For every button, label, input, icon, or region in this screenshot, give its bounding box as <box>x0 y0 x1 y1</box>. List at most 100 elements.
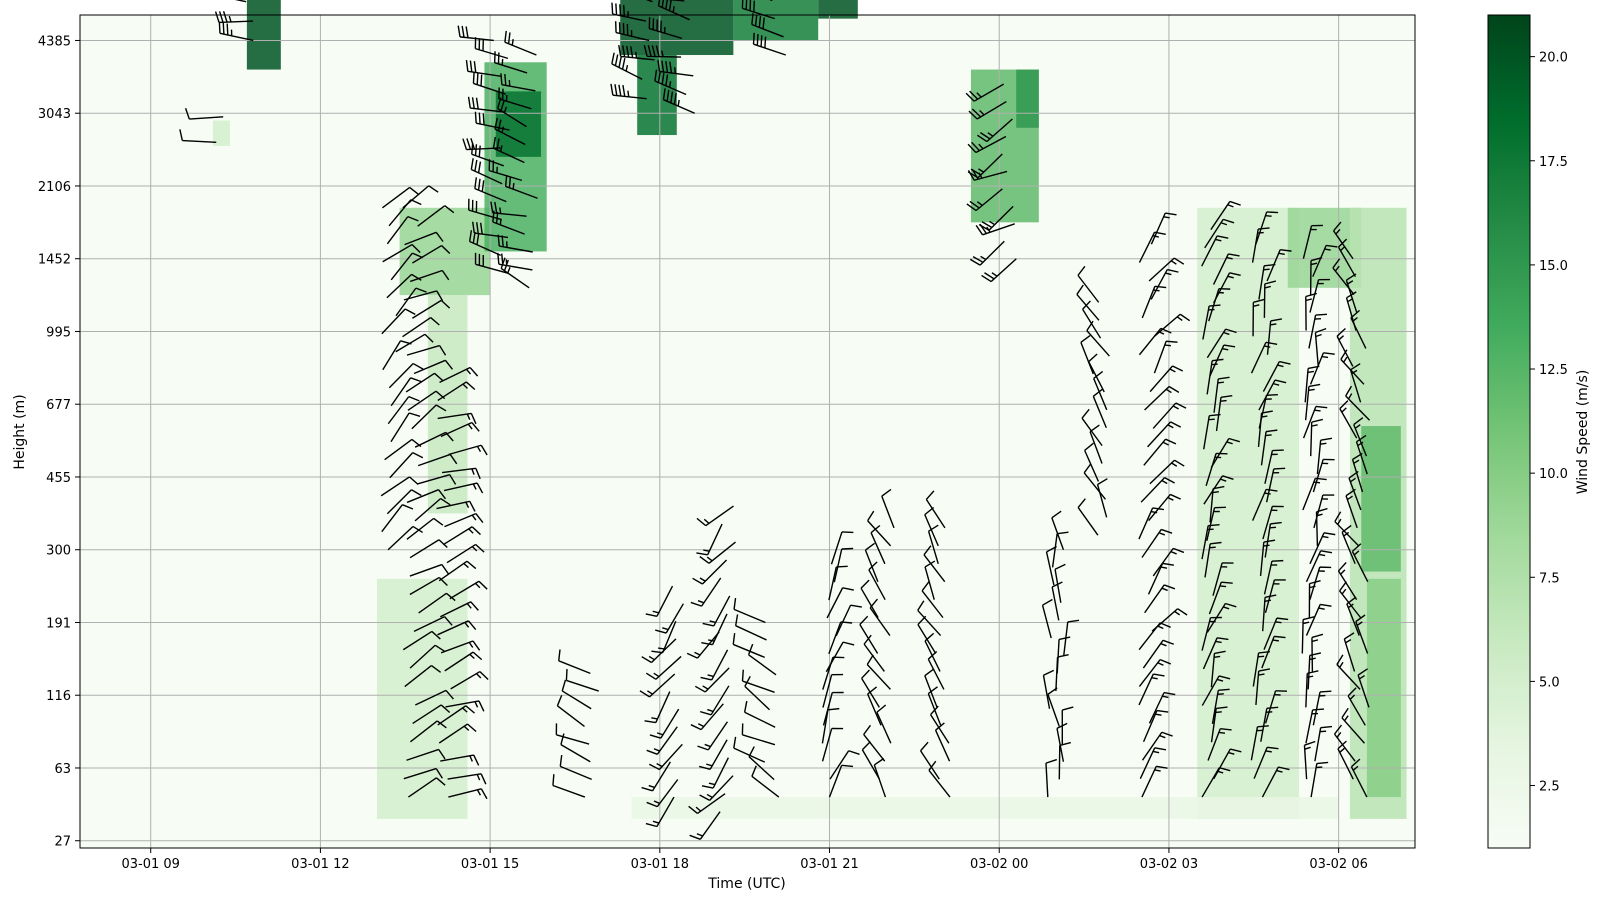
barb-half-feather <box>648 784 655 789</box>
barb-feather <box>827 707 840 711</box>
barb-feather <box>477 161 482 173</box>
barb-feather <box>490 201 494 213</box>
barb-feather <box>1350 758 1361 768</box>
wind-barb <box>470 158 503 185</box>
barb-half-feather <box>696 833 703 837</box>
barb-shaft <box>440 421 473 438</box>
wind-barb <box>412 704 451 725</box>
wind-barb <box>474 37 509 60</box>
wind-barb <box>1041 598 1053 639</box>
wind-barb <box>1206 506 1226 541</box>
barb-feather <box>431 664 442 673</box>
barb-shaft <box>928 769 951 798</box>
wind-barb <box>614 21 650 42</box>
barb-half-feather <box>1308 388 1315 392</box>
barb-half-feather <box>1335 228 1341 235</box>
wind-barb <box>381 186 420 209</box>
barb-shaft <box>744 685 771 711</box>
barb-shaft <box>1262 361 1280 392</box>
barb-shaft <box>234 0 247 3</box>
barb-shaft <box>990 258 1017 283</box>
barb-half-feather <box>471 468 475 475</box>
wind-barb <box>444 651 483 672</box>
barb-shaft <box>406 344 440 356</box>
barb-feather <box>694 685 706 693</box>
wind-barb <box>447 773 487 785</box>
wind-barb <box>408 777 446 798</box>
wind-barb <box>648 17 683 40</box>
barb-feather <box>496 138 500 151</box>
barb-half-feather <box>1162 695 1169 699</box>
barb-feather <box>1326 244 1338 248</box>
barb-half-feather <box>1337 518 1342 525</box>
wind-barb <box>1139 747 1167 779</box>
wind-barb <box>701 757 730 789</box>
barb-feather <box>860 579 870 589</box>
wind-barb <box>747 643 777 676</box>
barb-feather <box>472 640 481 651</box>
barb-feather <box>842 641 855 646</box>
barb-half-feather <box>475 582 481 589</box>
speed-cell <box>246 0 281 70</box>
barb-half-feather <box>634 51 638 59</box>
wind-barb <box>555 723 590 745</box>
barb-shaft <box>1153 341 1167 374</box>
barb-shaft <box>440 640 474 654</box>
barb-shaft <box>439 366 471 384</box>
wind-barb <box>442 467 481 480</box>
barb-feather <box>733 736 737 749</box>
barb-feather <box>1225 328 1237 334</box>
barb-shaft <box>1336 664 1361 690</box>
barb-shaft <box>556 734 590 745</box>
wind-barb <box>1336 654 1361 690</box>
barb-shaft <box>566 679 599 692</box>
barb-feather <box>971 141 980 152</box>
wind-barb <box>1143 438 1177 466</box>
barb-shaft <box>446 543 477 564</box>
barb-shaft <box>1141 731 1163 761</box>
speed-cell <box>620 0 734 56</box>
barb-half-feather <box>695 806 702 812</box>
barb-feather <box>480 788 488 800</box>
barb-half-feather <box>1217 381 1224 384</box>
barb-half-feather <box>1171 462 1178 467</box>
barb-shaft <box>1304 368 1309 403</box>
barb-feather <box>559 754 563 767</box>
barb-half-feather <box>1277 364 1284 368</box>
wind-barb <box>923 545 946 583</box>
wind-barb <box>437 381 476 402</box>
barb-feather <box>500 73 503 85</box>
barb-shaft <box>412 244 442 264</box>
barb-feather <box>1276 617 1289 621</box>
barb-feather <box>1337 562 1347 572</box>
colorbar-tick-label: 12.5 <box>1539 363 1568 378</box>
barb-shaft <box>405 372 435 393</box>
wind-barb <box>863 724 886 762</box>
barb-shaft <box>662 620 677 653</box>
barb-half-feather <box>1265 750 1272 753</box>
barb-feather <box>696 552 708 556</box>
barb-shaft <box>986 118 1013 143</box>
barb-feather <box>179 129 183 141</box>
wind-barb <box>741 0 776 20</box>
barb-half-feather <box>1359 674 1365 680</box>
barb-shaft <box>1339 408 1358 439</box>
barb-feather <box>438 345 447 356</box>
wind-barb <box>965 83 1004 102</box>
barb-shaft <box>1209 488 1214 523</box>
barb-shaft <box>468 209 502 221</box>
barb-shaft <box>1345 495 1358 529</box>
barb-shaft <box>1092 396 1107 428</box>
barb-half-feather <box>1165 272 1172 276</box>
wind-barb <box>967 135 1007 154</box>
wind-barb <box>382 243 421 263</box>
barb-shaft <box>1148 257 1175 282</box>
wind-barb <box>437 412 477 425</box>
barb-feather <box>471 526 481 536</box>
barb-shaft <box>382 243 413 263</box>
barb-feather <box>647 45 652 57</box>
wind-barb <box>404 231 444 246</box>
barb-half-feather <box>1220 478 1227 482</box>
barb-shaft <box>1093 378 1108 411</box>
barb-shaft <box>1266 249 1281 282</box>
